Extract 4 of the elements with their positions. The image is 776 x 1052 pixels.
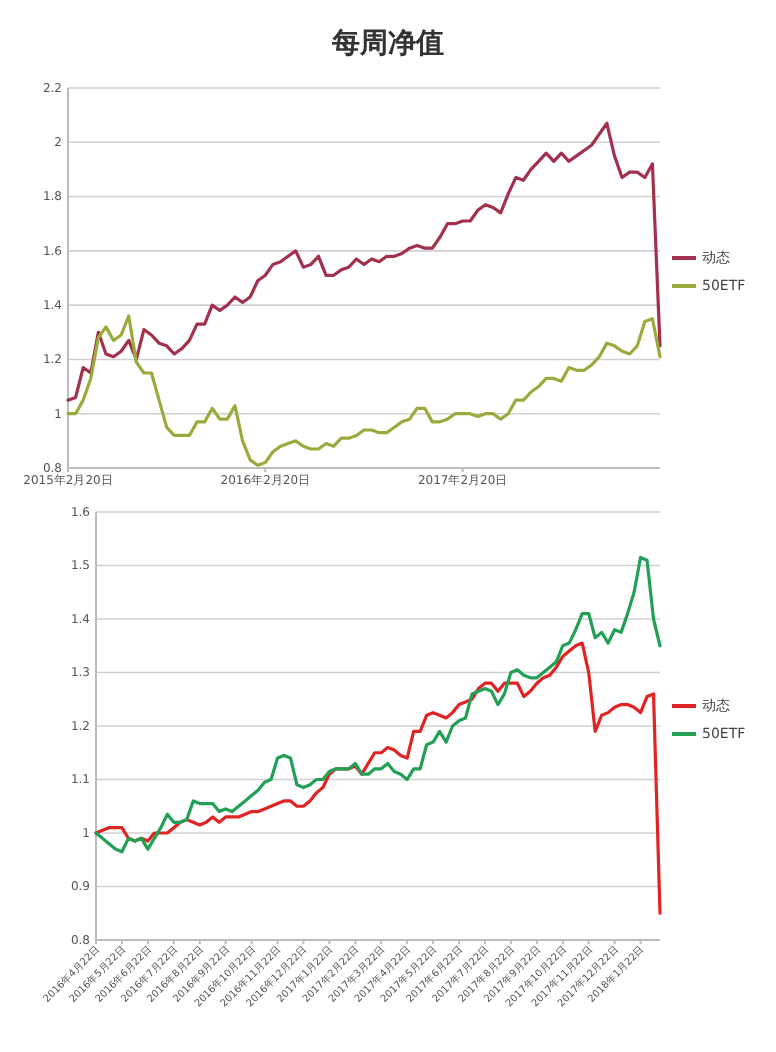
line-series bbox=[66, 121, 662, 402]
line-series bbox=[94, 641, 662, 915]
line-series bbox=[94, 555, 662, 854]
chart-title: 每周净值 bbox=[330, 28, 444, 60]
